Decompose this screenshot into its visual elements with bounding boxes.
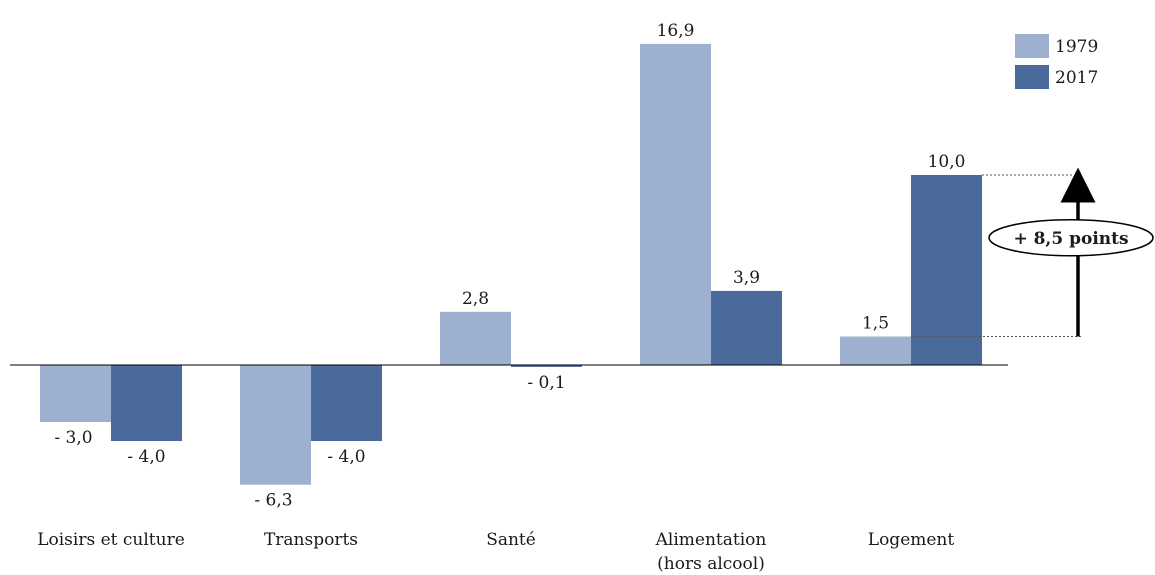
bar-1979-1 xyxy=(240,365,311,485)
category-label-0: Loisirs et culture xyxy=(37,530,185,550)
data-label-2017-2: - 0,1 xyxy=(527,373,565,393)
data-label-1979-1: - 6,3 xyxy=(254,491,292,511)
bar-2017-3 xyxy=(711,290,782,365)
data-label-1979-0: - 3,0 xyxy=(54,428,92,448)
legend-label-2017: 2017 xyxy=(1055,68,1098,88)
bar-1979-3 xyxy=(640,43,711,366)
bar-2017-1 xyxy=(311,365,382,441)
bar-1979-0 xyxy=(40,365,111,422)
data-label-2017-1: - 4,0 xyxy=(327,447,365,467)
bar-2017-2 xyxy=(511,365,582,367)
bar-1979-4 xyxy=(840,336,911,365)
data-label-2017-3: 3,9 xyxy=(733,268,760,288)
category-label-4: Logement xyxy=(868,530,955,550)
bars-layer xyxy=(10,43,1008,485)
legend-swatch-1979 xyxy=(1015,34,1049,58)
annotation: + 8,5 points xyxy=(911,167,1154,337)
category-label-1: Transports xyxy=(264,530,358,550)
labels-layer: - 3,0 - 6,3 2,8 16,9 1,5 - 4,0 - 4,0 - 0,1 3,9 10… xyxy=(37,21,965,574)
data-label-1979-4: 1,5 xyxy=(862,314,889,334)
data-label-2017-4: 10,0 xyxy=(928,152,966,172)
bar-1979-2 xyxy=(440,311,511,365)
data-label-2017-0: - 4,0 xyxy=(127,447,165,467)
legend: 1979 2017 xyxy=(1015,34,1098,89)
category-label-2: Santé xyxy=(486,530,536,550)
bar-2017-4 xyxy=(911,175,982,365)
bar-2017-0 xyxy=(111,365,182,441)
data-label-1979-3: 16,9 xyxy=(657,21,695,41)
legend-swatch-2017 xyxy=(1015,65,1049,89)
data-label-1979-2: 2,8 xyxy=(462,289,489,309)
annotation-ellipse xyxy=(988,219,1154,257)
annotation-label: + 8,5 points xyxy=(1013,229,1128,249)
legend-label-1979: 1979 xyxy=(1055,37,1098,57)
category-label-3: Alimentation (hors alcool) xyxy=(655,530,767,574)
